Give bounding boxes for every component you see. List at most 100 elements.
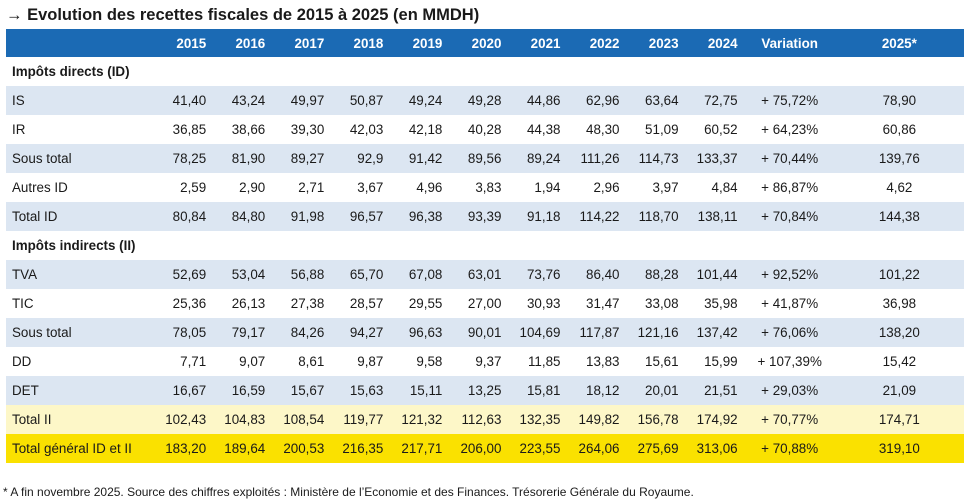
value-cell: 92,9 [331, 144, 391, 173]
section-heading-row: Impôts indirects (II) [6, 231, 964, 260]
value-cell: 96,57 [331, 202, 391, 231]
variation-cell: + 107,39% [744, 347, 835, 376]
value-cell: 275,69 [626, 434, 686, 463]
value-cell: 104,69 [508, 318, 568, 347]
table-header-row: 2015 2016 2017 2018 2019 2020 2021 2022 … [6, 29, 964, 57]
value-cell: 15,99 [685, 347, 745, 376]
header-projection: 2025* [834, 29, 964, 57]
value-cell: 15,63 [331, 376, 391, 405]
value-cell: 206,00 [449, 434, 509, 463]
value-cell: 9,87 [331, 347, 391, 376]
value-cell: 15,81 [508, 376, 568, 405]
variation-cell: + 70,77% [744, 405, 835, 434]
value-cell: 313,06 [685, 434, 745, 463]
table-row: IR 36,85 38,66 39,30 42,03 42,18 40,28 44,38 48,… [6, 115, 964, 144]
value-cell: 78,05 [154, 318, 214, 347]
projection-cell: 144,38 [834, 202, 964, 231]
value-cell: 79,17 [213, 318, 273, 347]
projection-cell: 15,42 [834, 347, 964, 376]
section-heading: Impôts directs (ID) [12, 64, 130, 79]
value-cell: 15,11 [390, 376, 450, 405]
value-cell: 3,83 [449, 173, 509, 202]
value-cell: 3,97 [626, 173, 686, 202]
value-cell: 41,40 [154, 86, 214, 115]
value-cell: 49,28 [449, 86, 509, 115]
row-label: Sous total [6, 318, 155, 347]
footnote: * A fin novembre 2025. Source des chiffr… [3, 485, 694, 499]
row-label: TIC [6, 289, 155, 318]
projection-cell: 21,09 [834, 376, 964, 405]
value-cell: 38,66 [213, 115, 273, 144]
value-cell: 4,96 [390, 173, 450, 202]
value-cell: 39,30 [272, 115, 332, 144]
variation-cell: + 29,03% [744, 376, 835, 405]
value-cell: 117,87 [567, 318, 627, 347]
table-row: TVA 52,69 53,04 56,88 65,70 67,08 63,01 73,76 86… [6, 260, 964, 289]
value-cell: 62,96 [567, 86, 627, 115]
header-variation: Variation [744, 29, 835, 57]
value-cell: 15,67 [272, 376, 332, 405]
header-year: 2015 [154, 29, 214, 57]
table-row: Autres ID 2,59 2,90 2,71 3,67 4,96 3,83 1,94 2,9… [6, 173, 964, 202]
value-cell: 2,59 [154, 173, 214, 202]
value-cell: 60,52 [685, 115, 745, 144]
value-cell: 29,55 [390, 289, 450, 318]
value-cell: 121,32 [390, 405, 450, 434]
value-cell: 2,90 [213, 173, 273, 202]
value-cell: 11,85 [508, 347, 568, 376]
value-cell: 28,57 [331, 289, 391, 318]
header-year: 2021 [508, 29, 568, 57]
value-cell: 91,18 [508, 202, 568, 231]
value-cell: 15,61 [626, 347, 686, 376]
value-cell: 44,86 [508, 86, 568, 115]
value-cell: 2,71 [272, 173, 332, 202]
value-cell: 89,27 [272, 144, 332, 173]
projection-cell: 139,76 [834, 144, 964, 173]
header-year: 2017 [272, 29, 332, 57]
value-cell: 53,04 [213, 260, 273, 289]
value-cell: 91,42 [390, 144, 450, 173]
row-label: DD [6, 347, 155, 376]
value-cell: 42,18 [390, 115, 450, 144]
variation-cell: + 70,84% [744, 202, 835, 231]
variation-cell: + 76,06% [744, 318, 835, 347]
row-label: TVA [6, 260, 155, 289]
value-cell: 1,94 [508, 173, 568, 202]
header-year: 2019 [390, 29, 450, 57]
section-heading: Impôts indirects (II) [12, 238, 136, 253]
table-row: Sous total 78,05 79,17 84,26 94,27 96,63 90,01… [6, 318, 964, 347]
value-cell: 43,24 [213, 86, 273, 115]
value-cell: 86,40 [567, 260, 627, 289]
variation-cell: + 64,23% [744, 115, 835, 144]
value-cell: 89,24 [508, 144, 568, 173]
value-cell: 9,37 [449, 347, 509, 376]
value-cell: 102,43 [154, 405, 214, 434]
value-cell: 80,84 [154, 202, 214, 231]
row-label: DET [6, 376, 155, 405]
value-cell: 44,38 [508, 115, 568, 144]
value-cell: 88,28 [626, 260, 686, 289]
value-cell: 40,28 [449, 115, 509, 144]
value-cell: 67,08 [390, 260, 450, 289]
value-cell: 137,42 [685, 318, 745, 347]
value-cell: 264,06 [567, 434, 627, 463]
value-cell: 27,38 [272, 289, 332, 318]
value-cell: 49,97 [272, 86, 332, 115]
value-cell: 49,24 [390, 86, 450, 115]
value-cell: 96,38 [390, 202, 450, 231]
row-label: IR [6, 115, 155, 144]
row-label: Total ID [6, 202, 155, 231]
value-cell: 51,09 [626, 115, 686, 144]
value-cell: 114,22 [567, 202, 627, 231]
table-row: DET 16,67 16,59 15,67 15,63 15,11 13,25 15,81 18… [6, 376, 964, 405]
value-cell: 72,75 [685, 86, 745, 115]
header-year: 2023 [626, 29, 686, 57]
projection-cell: 4,62 [834, 173, 964, 202]
variation-cell: + 92,52% [744, 260, 835, 289]
value-cell: 20,01 [626, 376, 686, 405]
row-label: Sous total [6, 144, 155, 173]
table-row: DD 7,71 9,07 8,61 9,87 9,58 9,37 11,85 13,83 15,6… [6, 347, 964, 376]
projection-cell: 101,22 [834, 260, 964, 289]
variation-cell: + 70,44% [744, 144, 835, 173]
page-title: → Evolution des recettes fiscales de 201… [6, 6, 480, 24]
